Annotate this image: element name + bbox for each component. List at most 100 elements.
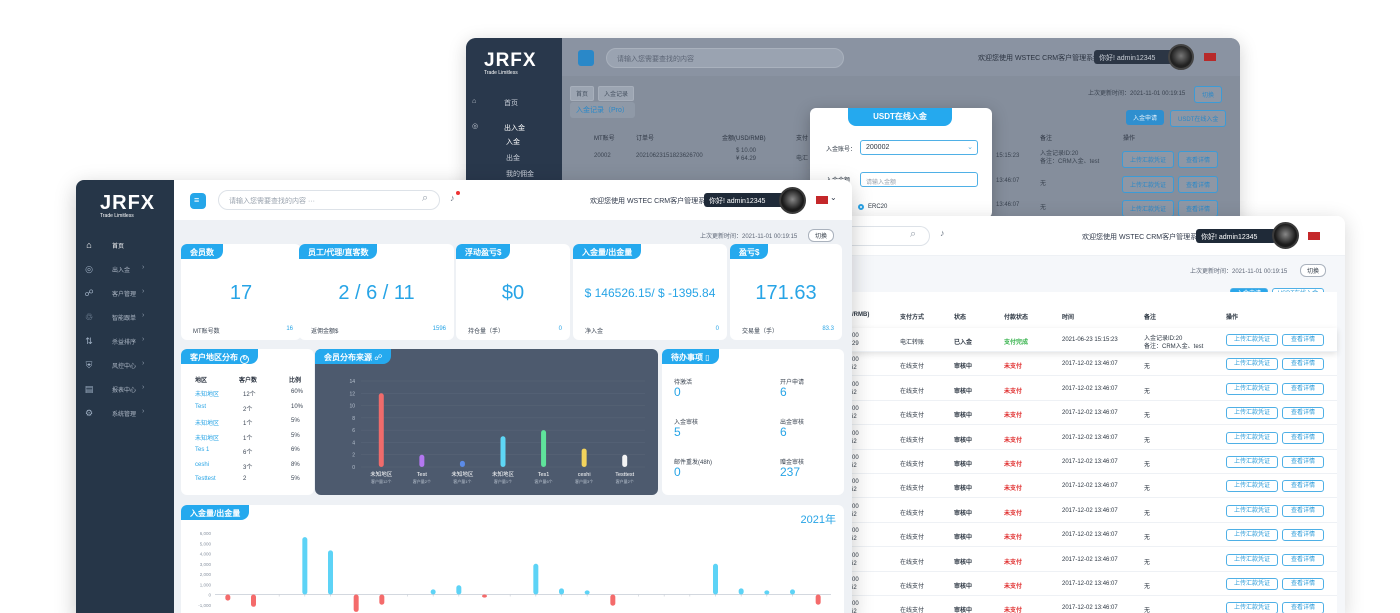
sidebar-item-1[interactable]: ◎ 出入金 › (84, 259, 170, 279)
usdt-amount-input[interactable]: 请输入金额 (860, 172, 978, 187)
chevron-down-icon[interactable]: ⌄ (830, 193, 837, 202)
back-th-pay[interactable]: 支付 (796, 136, 809, 142)
back-upload-button-3[interactable]: 上传汇款凭证 (1122, 200, 1175, 217)
usdt-account-select[interactable]: 200002 ⌄ (860, 140, 978, 155)
view-details-button[interactable]: 查看详情 (1282, 456, 1324, 468)
deposit-bar[interactable] (559, 588, 564, 595)
back-avatar[interactable] (1168, 44, 1194, 70)
upload-voucher-button[interactable]: 上传汇款凭证 (1226, 553, 1278, 566)
back-deposit-request-button[interactable]: 入金申请 (1126, 110, 1165, 125)
front-refresh-toggle[interactable]: 切换 (808, 229, 835, 242)
region-cell[interactable]: 未知地区 (195, 421, 220, 427)
back-th-order[interactable]: 订单号 (636, 136, 655, 142)
todo-value[interactable]: 0 (674, 385, 681, 399)
front-user-dropdown[interactable]: 你好! admin12345 (704, 193, 784, 207)
deposit-bar[interactable] (713, 563, 718, 595)
back-money-icon[interactable]: ◎ (472, 123, 479, 130)
view-details-button[interactable]: 查看详情 (1282, 602, 1324, 613)
bell-icon[interactable]: ♪ (450, 193, 455, 203)
upload-voucher-button[interactable]: 上传汇款凭证 (1226, 431, 1278, 444)
front-flag-icon[interactable] (816, 196, 828, 204)
back-th-account[interactable]: MT账号 (594, 136, 615, 142)
upload-voucher-button[interactable]: 上传汇款凭证 (1226, 358, 1278, 371)
right-user-dropdown[interactable]: 你好! admin12345 (1196, 229, 1276, 243)
view-details-button[interactable]: 查看详情 (1282, 334, 1324, 346)
right-avatar[interactable] (1272, 222, 1299, 249)
back-tag-deposit[interactable]: 入金记录 (598, 86, 635, 101)
region-cell[interactable]: Tes 1 (195, 447, 210, 453)
back-home-icon[interactable]: ⌂ (472, 98, 477, 105)
upload-voucher-button[interactable]: 上传汇款凭证 (1226, 382, 1278, 395)
back-nav-funds[interactable]: 出入金 (504, 125, 525, 132)
back-nav-commission[interactable]: 我的佣金 (506, 171, 534, 178)
right-th-remark[interactable]: 备注 (1144, 315, 1157, 321)
bar[interactable] (419, 454, 425, 467)
deposit-bar[interactable] (328, 550, 333, 595)
sidebar-item-2[interactable]: ☍ 客户管理 › (84, 283, 170, 303)
back-refresh-toggle[interactable]: 切换 (1194, 86, 1223, 103)
todo-value[interactable]: 237 (780, 465, 801, 479)
view-details-button[interactable]: 查看详情 (1282, 504, 1324, 517)
view-details-button[interactable]: 查看详情 (1282, 382, 1324, 395)
radio-icon[interactable] (858, 204, 864, 210)
todo-value[interactable]: 6 (780, 425, 787, 439)
withdrawal-bar[interactable] (815, 594, 821, 605)
upload-voucher-button[interactable]: 上传汇款凭证 (1226, 407, 1278, 420)
view-details-button[interactable]: 查看详情 (1282, 407, 1324, 420)
right-search-input[interactable] (840, 226, 930, 246)
back-th-amount[interactable]: 金额(USD/RMB) (722, 136, 766, 142)
right-refresh-toggle[interactable]: 切换 (1300, 264, 1327, 277)
upload-voucher-button[interactable]: 上传汇款凭证 (1226, 480, 1278, 493)
menu-icon[interactable]: ≡ (190, 193, 206, 209)
deposit-bar[interactable] (790, 589, 795, 595)
back-search-input[interactable]: 请输入您需要查找的内容 (606, 48, 844, 68)
todo-value[interactable]: 6 (780, 385, 787, 399)
view-details-button[interactable]: 查看详情 (1282, 431, 1324, 444)
withdrawal-bar[interactable] (353, 594, 359, 612)
front-avatar[interactable] (779, 187, 806, 214)
right-th-pay[interactable]: 支付方式 (900, 315, 925, 321)
back-upload-button-2[interactable]: 上传汇款凭证 (1122, 176, 1175, 193)
todo-value[interactable]: 5 (674, 425, 681, 439)
deposit-bar[interactable] (456, 585, 462, 595)
upload-voucher-button[interactable]: 上传汇款凭证 (1226, 529, 1278, 542)
back-upload-button[interactable]: 上传汇款凭证 (1122, 151, 1175, 168)
withdrawal-bar[interactable] (251, 594, 256, 607)
withdrawal-bar[interactable] (610, 594, 616, 606)
right-th-pay-status[interactable]: 付款状态 (1004, 315, 1029, 321)
back-flag-icon[interactable] (1204, 53, 1216, 61)
bar[interactable] (378, 393, 384, 467)
deposit-bar[interactable] (430, 589, 436, 595)
view-details-button[interactable]: 查看详情 (1282, 578, 1324, 590)
sidebar-item-6[interactable]: ▤ 报表中心 › (84, 379, 170, 399)
back-view-button-2[interactable]: 查看详情 (1178, 176, 1219, 193)
view-details-button[interactable]: 查看详情 (1282, 480, 1324, 493)
back-menu-button[interactable] (578, 50, 594, 66)
view-details-button[interactable]: 查看详情 (1282, 553, 1324, 566)
upload-voucher-button[interactable]: 上传汇款凭证 (1226, 334, 1278, 346)
upload-voucher-button[interactable]: 上传汇款凭证 (1226, 504, 1278, 517)
right-th-status[interactable]: 状态 (954, 315, 967, 321)
front-search-input[interactable]: 请输入您需要查找的内容 ··· (218, 190, 440, 210)
sidebar-item-3[interactable]: ♲ 智能跟单 › (84, 307, 170, 327)
right-th-time[interactable]: 时间 (1062, 315, 1075, 321)
back-usdt-button[interactable]: USDT在线入金 (1170, 110, 1227, 127)
back-nav-deposit[interactable]: 入金 (506, 139, 520, 146)
back-tag-home[interactable]: 首页 (570, 86, 595, 101)
back-view-button-3[interactable]: 查看详情 (1178, 200, 1219, 217)
deposit-bar[interactable] (533, 563, 539, 595)
back-nav-withdraw[interactable]: 出金 (506, 155, 520, 162)
bar[interactable] (541, 430, 547, 467)
bell-icon[interactable]: ♪ (940, 228, 945, 238)
sidebar-item-0[interactable]: ⌂ 首页 (84, 235, 170, 255)
upload-voucher-button[interactable]: 上传汇款凭证 (1226, 578, 1278, 590)
region-cell[interactable]: ceshi (195, 461, 210, 468)
withdrawal-bar[interactable] (482, 594, 487, 598)
withdrawal-bar[interactable] (225, 594, 231, 601)
deposit-bar[interactable] (764, 590, 770, 595)
back-nav-home[interactable]: 首页 (504, 100, 518, 107)
bar[interactable] (581, 448, 587, 467)
upload-voucher-button[interactable]: 上传汇款凭证 (1226, 456, 1278, 468)
bar[interactable] (500, 436, 506, 467)
back-tab-deposit-records[interactable]: 入金记录（Pro） (570, 102, 635, 118)
